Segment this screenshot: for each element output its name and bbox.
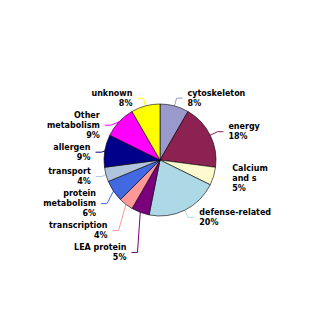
svg-text:9%: 9% [77,153,91,162]
svg-text:8%: 8% [188,99,202,108]
svg-text:5%: 5% [232,184,246,193]
svg-text:and s: and s [232,174,257,183]
svg-text:metabolism: metabolism [47,121,100,130]
svg-text:9%: 9% [86,131,100,140]
svg-text:4%: 4% [77,177,91,186]
svg-text:18%: 18% [228,132,247,141]
svg-text:20%: 20% [199,218,218,227]
svg-text:LEA protein: LEA protein [74,243,127,252]
svg-text:protein: protein [63,189,96,198]
svg-text:transport: transport [48,167,91,176]
svg-text:6%: 6% [82,209,96,218]
svg-text:Calcium: Calcium [232,164,268,173]
svg-text:defense-related: defense-related [199,208,271,217]
svg-text:metabolism: metabolism [43,199,96,208]
svg-text:transcription: transcription [49,221,108,230]
svg-text:Other: Other [74,111,100,120]
svg-text:unknown: unknown [91,89,132,98]
svg-text:cytoskeleton: cytoskeleton [188,89,246,98]
svg-text:4%: 4% [94,231,108,240]
svg-text:energy: energy [228,122,260,131]
svg-text:allergen: allergen [53,143,90,152]
svg-text:5%: 5% [113,253,127,262]
svg-text:8%: 8% [119,99,133,108]
